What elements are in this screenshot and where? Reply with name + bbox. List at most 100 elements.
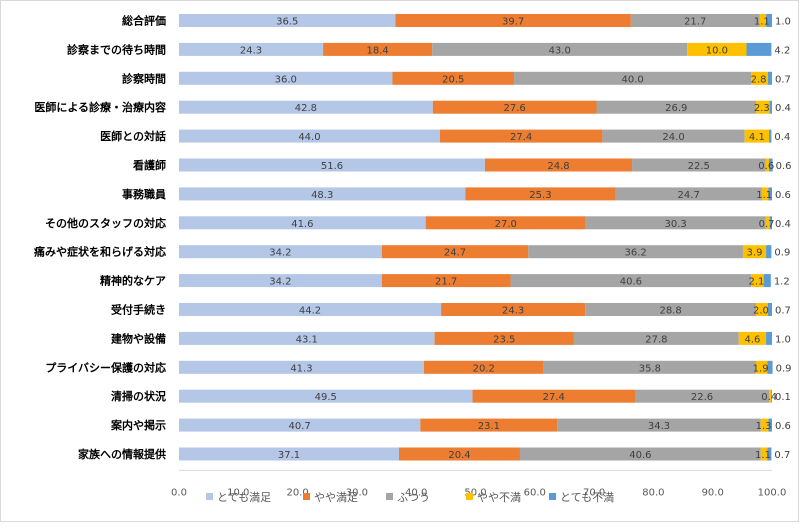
data-label: 2.1 — [749, 277, 765, 288]
category-label: その他のスタッフの対応 — [45, 216, 166, 230]
data-labels-layer: 36.5 39.7 21.7 1.1 1.0 24.3 18.4 43.0 10.0 4.2 36.… — [240, 17, 792, 462]
bar-segment — [179, 100, 433, 114]
data-label: 0.4 — [775, 103, 791, 114]
data-label: 27.8 — [645, 334, 667, 345]
data-label: 1.0 — [775, 17, 791, 28]
bar-segment — [768, 187, 772, 201]
data-label: 0.6 — [776, 161, 792, 172]
data-label: 20.5 — [442, 74, 464, 85]
data-label: 44.2 — [299, 306, 321, 317]
data-label: 24.8 — [547, 161, 569, 172]
data-label: 1.1 — [754, 17, 770, 28]
category-labels-layer: 総合評価診察までの待ち時間診察時間医師による診療・治療内容医師との対話看護師事務… — [33, 14, 166, 462]
category-label: 看護師 — [133, 158, 166, 172]
bar-segment — [602, 129, 745, 143]
bar-segment — [543, 360, 756, 374]
data-label: 23.1 — [478, 421, 500, 432]
data-label: 24.0 — [662, 132, 684, 143]
bar-segment — [399, 447, 520, 461]
x-tick-label: 70.0 — [583, 487, 605, 498]
data-label: 36.0 — [275, 74, 297, 85]
bar-segment — [179, 360, 424, 374]
bar-segment — [585, 216, 766, 230]
bar-segment — [630, 14, 760, 27]
legend-swatch — [303, 493, 310, 500]
data-label: 0.7 — [759, 219, 775, 230]
bar-segment — [434, 331, 574, 345]
legend-swatch — [206, 493, 213, 500]
bar-segment — [432, 42, 688, 56]
data-label: 4.2 — [774, 45, 790, 56]
data-label: 34.2 — [269, 277, 291, 288]
data-label: 1.0 — [775, 334, 791, 345]
bar-segment — [755, 360, 768, 374]
data-label: 37.1 — [278, 450, 300, 461]
bar-segment — [585, 303, 756, 316]
category-label: 診察までの待ち時間 — [67, 42, 166, 56]
bar-segment — [179, 418, 421, 432]
bar-segment — [179, 245, 382, 259]
bar-segment — [767, 303, 772, 316]
category-label: 受付手続き — [111, 303, 166, 317]
data-label: 41.6 — [291, 219, 313, 230]
data-label: 10.0 — [706, 45, 728, 56]
bar-segment — [510, 274, 752, 288]
bar-segment — [755, 303, 768, 316]
data-label: 34.2 — [269, 248, 291, 259]
bar-segment — [179, 274, 382, 288]
category-label: 痛みや症状を和らげる対応 — [33, 245, 166, 259]
bar-segment — [765, 216, 770, 230]
bar-segment — [441, 303, 586, 316]
bar-segment — [769, 158, 773, 172]
bar-segment — [742, 245, 767, 259]
bar-segment — [687, 42, 747, 56]
bar-segment — [179, 447, 400, 461]
bar-segment — [767, 360, 773, 374]
bar-segment — [179, 71, 393, 85]
data-label: 2.8 — [751, 74, 767, 85]
category-label: 建物や設備 — [111, 331, 166, 345]
bar-segment — [573, 331, 739, 345]
legend-label: ふつう — [397, 491, 430, 504]
data-label: 43.0 — [549, 45, 571, 56]
data-label: 40.6 — [629, 450, 651, 461]
bar-segment — [557, 418, 761, 432]
bar-segment — [632, 158, 766, 172]
data-label: 24.7 — [444, 248, 466, 259]
data-label: 0.4 — [761, 392, 777, 403]
legend-swatch — [386, 493, 393, 500]
bar-segment — [759, 14, 767, 27]
data-label: 20.4 — [448, 450, 470, 461]
bar-segment — [751, 274, 764, 288]
category-label: 事務職員 — [122, 187, 166, 201]
category-label: 家族への情報提供 — [78, 447, 166, 461]
data-label: 4.6 — [744, 334, 760, 345]
bars-layer — [179, 14, 773, 461]
data-label: 27.6 — [504, 103, 526, 114]
data-label: 0.7 — [774, 450, 790, 461]
x-tick-label: 100.0 — [758, 487, 787, 498]
data-label: 21.7 — [684, 17, 706, 28]
data-label: 34.3 — [648, 421, 670, 432]
bar-segment — [738, 331, 767, 345]
data-label: 0.4 — [774, 132, 790, 143]
data-label: 0.6 — [775, 190, 791, 201]
data-label: 44.0 — [298, 132, 320, 143]
bar-segment — [596, 100, 756, 114]
data-label: 27.0 — [495, 219, 517, 230]
data-label: 24.3 — [240, 45, 262, 56]
data-label: 3.9 — [747, 248, 763, 259]
data-label: 48.3 — [311, 190, 333, 201]
data-label: 1.1 — [755, 450, 771, 461]
bar-segment — [519, 447, 761, 461]
data-label: 41.3 — [290, 363, 312, 374]
x-axis: 0.0 10.0 20.0 30.0 40.0 50.0 60.0 70.0 80.0 90.0 1… — [171, 469, 787, 498]
bar-segment — [179, 129, 440, 143]
x-tick-label: 90.0 — [702, 487, 724, 498]
bar-segment — [746, 42, 772, 56]
bar-segment — [465, 187, 616, 201]
legend-swatch — [549, 493, 556, 500]
data-label: 0.9 — [774, 248, 790, 259]
bar-segment — [769, 100, 772, 114]
bar-segment — [179, 331, 435, 345]
